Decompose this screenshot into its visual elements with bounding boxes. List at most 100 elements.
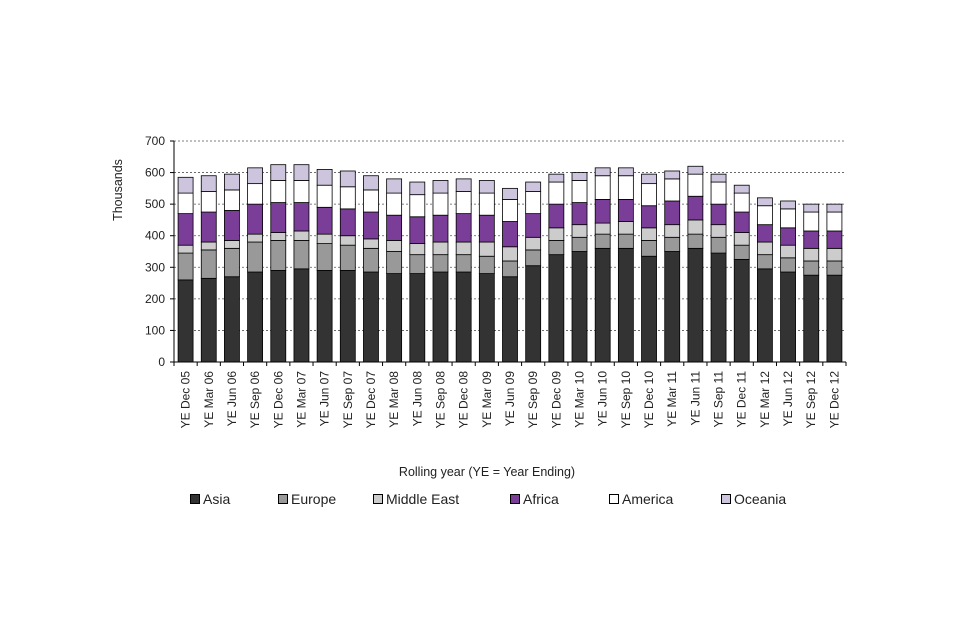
bar-segment-europe [641,240,657,257]
bar-segment-asia [363,271,379,363]
bar-segment-middle-east [641,227,657,241]
bar-segment-america [525,191,542,215]
x-tick-label: YE Sep 12 [804,371,818,429]
x-tick-label: YE Dec 05 [179,371,193,429]
bar-segment-oceania [733,184,750,194]
legend-item-africa: Africa [510,491,609,507]
x-tick-label: YE Sep 09 [526,371,540,429]
bar-segment-middle-east [594,222,611,235]
bar-segment-oceania [270,164,287,181]
bar-segment-europe [617,233,634,249]
bar-segment-middle-east [525,236,542,251]
x-tick-label: YE Mar 12 [758,371,772,428]
bar-segment-middle-east [409,243,426,256]
bar-segment-africa [386,214,403,241]
bar-segment-middle-east [177,244,194,254]
legend-label: Europe [291,491,337,507]
bar-segment-middle-east [502,246,518,262]
bar-segment-middle-east [432,241,449,256]
bar-segment-europe [803,260,820,276]
bar-segment-europe [224,247,240,278]
bar-segment-asia [803,274,820,363]
bar-segment-middle-east [339,235,356,246]
x-tick-label: YE Jun 06 [225,371,239,427]
bar-segment-oceania [247,167,264,185]
bar-segment-middle-east [803,247,820,262]
bar-segment-middle-east [826,247,843,262]
bar-segment-europe [270,240,287,271]
bar-segment-asia [617,247,634,363]
y-tick-label: 400 [145,229,165,243]
x-tick-label: YE Mar 06 [202,371,216,428]
bar-segment-oceania [617,167,634,177]
bar-segment-asia [687,247,704,363]
bar-segment-middle-east [548,227,565,241]
bar-segment-america [664,178,681,202]
bar-segment-asia [780,271,796,363]
bar-segment-africa [571,202,588,226]
bar-segment-middle-east [617,221,634,235]
legend-swatch [190,494,200,504]
bar-segment-africa [339,208,356,237]
y-tick-label: 600 [145,166,165,180]
bar-segment-africa [780,227,796,246]
bar-segment-oceania [478,180,495,194]
bar-segment-america [455,191,472,215]
bar-segment-america [386,192,403,216]
bar-segment-africa [177,213,194,246]
bar-segment-africa [687,195,704,221]
legend-label: America [622,491,674,507]
bar-segment-middle-east [733,232,750,246]
y-tick-label: 500 [145,197,165,211]
bar-segment-oceania [571,172,588,181]
bar-segment-america [594,175,611,200]
legend: Asia Europe Middle East Africa America Oceani… [190,491,811,507]
bar-segment-asia [733,258,750,363]
x-tick-label: YE Jun 08 [410,371,424,427]
bar-segment-oceania [224,173,240,191]
bar-segment-middle-east [780,244,796,259]
bar-segment-america [339,186,356,210]
x-tick-label: YE Sep 10 [619,371,633,429]
bar-segment-middle-east [386,240,403,252]
bar-segment-middle-east [270,232,287,241]
x-tick-labels: YE Dec 05 YE Mar 06 YE Jun 06 YE Sep 06 YE D… [179,371,842,429]
x-tick-label: YE Mar 09 [480,371,494,428]
bar-segment-asia [293,268,310,363]
bar-segment-africa [756,224,773,243]
x-tick-label: YE Mar 10 [573,371,587,428]
bar-segment-asia [177,279,194,363]
legend-swatch [609,494,619,504]
bar-segment-oceania [432,180,449,194]
legend-swatch [721,494,731,504]
bar-segment-africa [664,200,681,226]
bar-segment-america [363,189,379,213]
x-axis-title: Rolling year (YE = Year Ending) [399,465,575,479]
legend-item-middle-east: Middle East [373,491,510,507]
x-tick-label: YE Mar 08 [387,371,401,428]
x-tick-label: YE Dec 10 [642,371,656,429]
bar-segment-middle-east [710,224,727,238]
bar-segment-africa [525,213,542,238]
bar-segment-africa [455,213,472,243]
bar-segment-oceania [502,187,518,200]
bar-segment-europe [780,257,796,273]
bar-segment-oceania [548,173,565,183]
x-tick-label: YE Sep 06 [248,371,262,429]
bar-segment-middle-east [571,224,588,238]
bar-segment-america [780,208,796,229]
bar-segment-oceania [455,178,472,192]
bar-segment-europe [571,236,588,252]
bar-segment-oceania [710,173,727,183]
bar-segment-america [571,180,588,203]
legend-item-america: America [609,491,721,507]
legend-item-europe: Europe [278,491,373,507]
bar-segment-africa [293,202,310,232]
bar-segment-america [548,181,565,205]
bar-segment-europe [710,236,727,254]
bar-segment-america [432,192,449,216]
x-tick-label: YE Dec 08 [457,371,471,429]
bar-segment-africa [826,230,843,249]
bar-segment-europe [455,254,472,273]
bar-segment-america [409,194,426,218]
